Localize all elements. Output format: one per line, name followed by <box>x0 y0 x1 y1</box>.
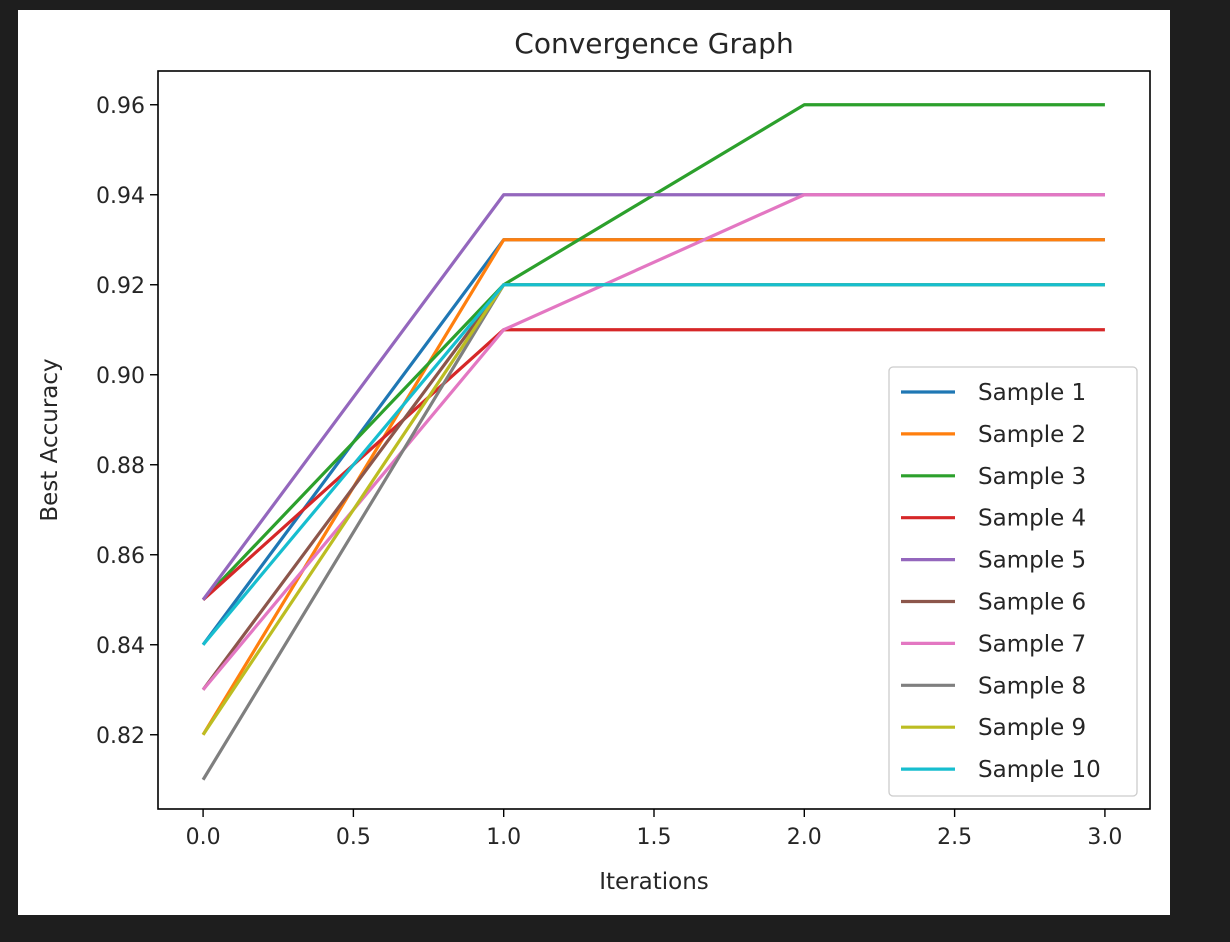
legend-items: Sample 1 Sample 2 Sample 3 Sample 4 Sample 5… <box>901 380 1101 783</box>
x-tick-label: 0.5 <box>336 825 371 850</box>
legend-label-3: Sample 3 <box>978 464 1086 490</box>
series-line-10 <box>201 283 1105 646</box>
x-axis: 0.0 0.5 1.0 1.5 2.0 2.5 3.0 <box>186 809 1122 850</box>
y-tick-label: 0.82 <box>96 724 145 749</box>
legend-label-6: Sample 6 <box>978 590 1086 616</box>
y-tick-label: 0.84 <box>96 634 145 659</box>
x-tick-label: 3.0 <box>1087 825 1122 850</box>
x-tick-label: 0.0 <box>186 825 221 850</box>
y-axis: 0.82 0.84 0.86 0.88 0.90 0.92 0.94 0.96 <box>96 94 158 749</box>
figure-canvas: Convergence Graph 0.0 0.5 1.0 1.5 2.0 2.5 3.0 … <box>18 10 1170 915</box>
legend-label-4: Sample 4 <box>978 506 1086 532</box>
y-axis-label: Best Accuracy <box>37 358 63 521</box>
legend-label-10: Sample 10 <box>978 757 1101 783</box>
legend-label-1: Sample 1 <box>978 380 1086 406</box>
series-lines <box>201 103 1105 781</box>
legend-label-2: Sample 2 <box>978 422 1086 448</box>
y-tick-label: 0.92 <box>96 274 145 299</box>
chart-title: Convergence Graph <box>514 27 793 60</box>
y-tick-label: 0.88 <box>96 454 145 479</box>
legend-label-8: Sample 8 <box>978 673 1086 699</box>
legend: Sample 1 Sample 2 Sample 3 Sample 4 Sample 5… <box>888 366 1138 797</box>
legend-label-5: Sample 5 <box>978 548 1086 574</box>
x-tick-label: 2.5 <box>937 825 972 850</box>
x-tick-label: 1.5 <box>637 825 672 850</box>
x-axis-label: Iterations <box>599 869 709 895</box>
y-tick-label: 0.96 <box>96 94 145 119</box>
convergence-line-chart: Convergence Graph 0.0 0.5 1.0 1.5 2.0 2.5 3.0 … <box>37 27 1151 895</box>
y-tick-label: 0.86 <box>96 544 145 569</box>
x-tick-label: 1.0 <box>486 825 521 850</box>
y-tick-label: 0.90 <box>96 364 145 389</box>
y-tick-label: 0.94 <box>96 184 145 209</box>
legend-label-7: Sample 7 <box>978 631 1086 657</box>
legend-label-9: Sample 9 <box>978 715 1086 741</box>
x-tick-label: 2.0 <box>787 825 822 850</box>
